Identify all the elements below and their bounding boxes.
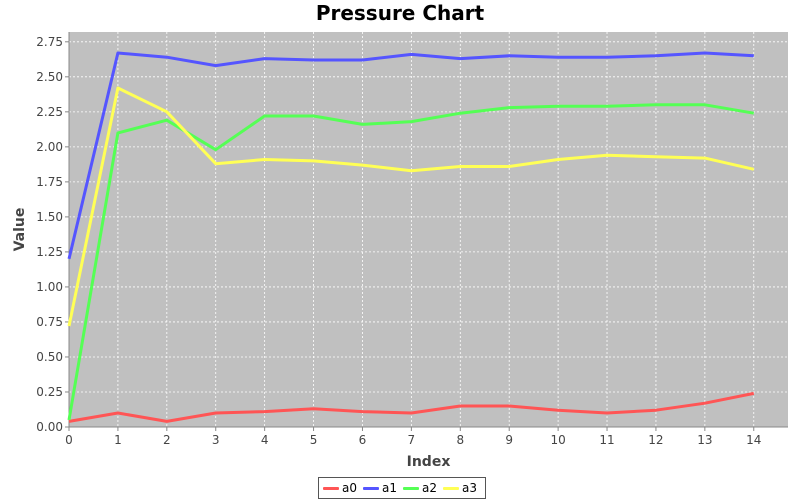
y-tick-label: 2.75 <box>36 35 63 49</box>
legend-swatch <box>323 486 339 490</box>
x-tick-label: 5 <box>310 433 318 447</box>
x-tick-label: 10 <box>550 433 565 447</box>
legend-label: a1 <box>382 481 397 495</box>
x-tick-label: 3 <box>212 433 220 447</box>
series-lines <box>67 51 755 423</box>
x-tick-label: 2 <box>163 433 171 447</box>
chart-title: Pressure Chart <box>315 1 485 25</box>
legend-item-a3: a3 <box>441 481 477 495</box>
y-tick-label: 2.50 <box>36 70 63 84</box>
x-tick-label: 6 <box>359 433 367 447</box>
x-tick-label: 12 <box>648 433 663 447</box>
y-tick-label: 0.00 <box>36 420 63 434</box>
axes: 0.00 0.25 0.50 0.75 1.00 1.25 1.50 1.75 2.00 2.25… <box>36 32 788 447</box>
x-tick-label: 14 <box>746 433 761 447</box>
grid-lines <box>68 32 788 428</box>
x-tick-label: 7 <box>408 433 416 447</box>
legend-item-a2: a2 <box>401 481 437 495</box>
legend-item-a1: a1 <box>361 481 397 495</box>
series-line-a3 <box>67 86 755 327</box>
legend-label: a3 <box>462 481 477 495</box>
x-tick-label: 4 <box>261 433 269 447</box>
y-tick-label: 2.00 <box>36 140 63 154</box>
legend-label: a0 <box>342 481 357 495</box>
x-tick-label: 9 <box>505 433 513 447</box>
y-tick-label: 2.25 <box>36 105 63 119</box>
y-tick-label: 0.25 <box>36 385 63 399</box>
x-tick-label: 8 <box>456 433 464 447</box>
legend: a0 a1 a2 a3 <box>318 477 486 499</box>
legend-swatch <box>363 486 379 490</box>
series-line-a1 <box>67 51 754 260</box>
x-axis-label: Index <box>407 454 451 470</box>
legend-item-a0: a0 <box>321 481 357 495</box>
x-tick-label: 0 <box>65 433 73 447</box>
legend-label: a2 <box>422 481 437 495</box>
legend-swatch <box>443 486 459 490</box>
y-axis-label: Value <box>12 208 28 252</box>
x-tick-label: 11 <box>599 433 614 447</box>
y-tick-label: 1.00 <box>36 280 63 294</box>
legend-swatch <box>403 486 419 490</box>
plot-area <box>69 32 788 427</box>
series-line-a0 <box>68 391 755 423</box>
y-tick-label: 0.50 <box>36 350 63 364</box>
x-tick-label: 13 <box>697 433 712 447</box>
y-tick-label: 1.50 <box>36 210 63 224</box>
y-tick-label: 1.25 <box>36 245 63 259</box>
y-tick-label: 0.75 <box>36 315 63 329</box>
x-tick-label: 1 <box>114 433 122 447</box>
y-tick-label: 1.75 <box>36 175 63 189</box>
